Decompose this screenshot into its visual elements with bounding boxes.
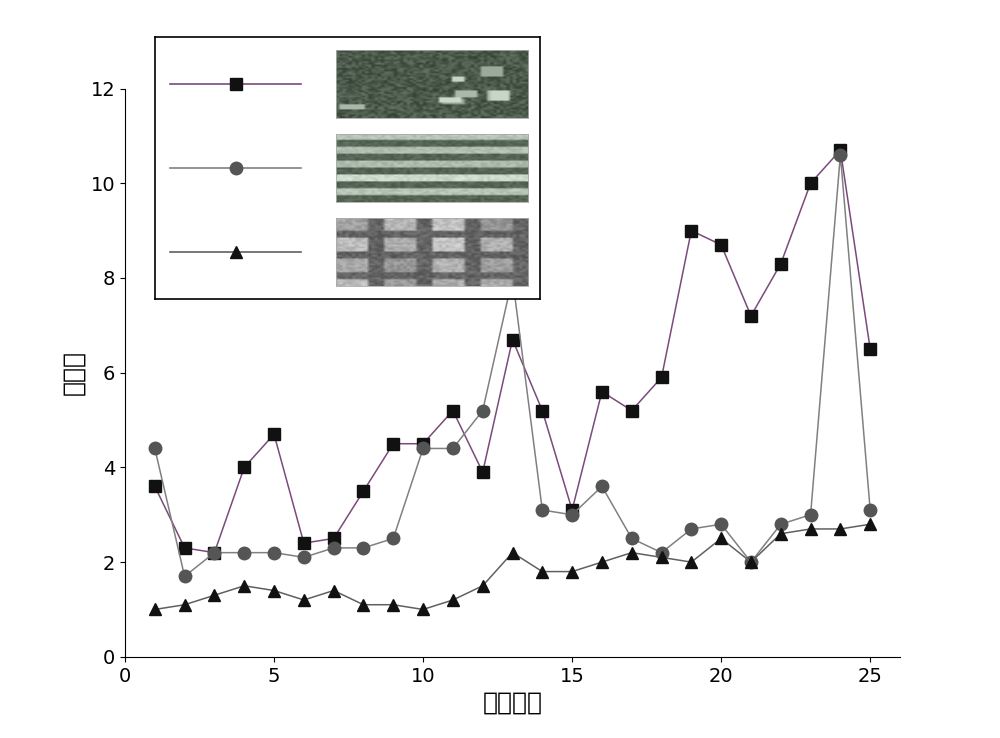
Y-axis label: 均方差: 均方差 <box>61 351 85 395</box>
X-axis label: 纹理向量: 纹理向量 <box>482 691 542 715</box>
